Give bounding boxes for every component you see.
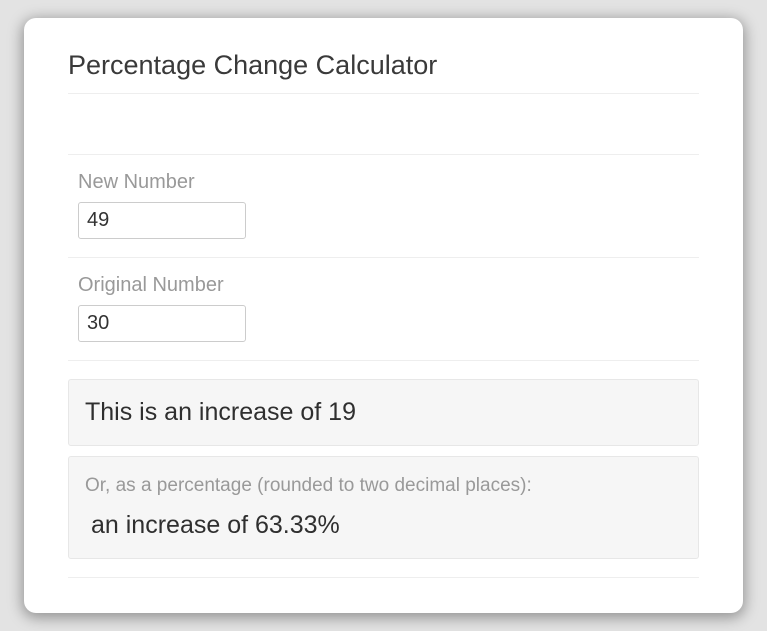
difference-result-box: This is an increase of 19: [68, 379, 699, 446]
new-number-label: New Number: [78, 171, 689, 194]
difference-text: This is an increase of 19: [85, 398, 682, 427]
results-section: This is an increase of 19 Or, as a perce…: [68, 360, 699, 578]
new-number-group: New Number: [68, 154, 699, 257]
percent-text: an increase of 63.33%: [85, 511, 682, 540]
percent-sub-label: Or, as a percentage (rounded to two deci…: [85, 475, 682, 497]
original-number-label: Original Number: [78, 274, 689, 297]
calculator-card: Percentage Change Calculator New Number …: [24, 18, 743, 613]
percent-result-box: Or, as a percentage (rounded to two deci…: [68, 456, 699, 559]
original-number-input[interactable]: [78, 305, 246, 342]
page-title: Percentage Change Calculator: [68, 50, 699, 94]
original-number-group: Original Number: [68, 257, 699, 360]
new-number-input[interactable]: [78, 202, 246, 239]
